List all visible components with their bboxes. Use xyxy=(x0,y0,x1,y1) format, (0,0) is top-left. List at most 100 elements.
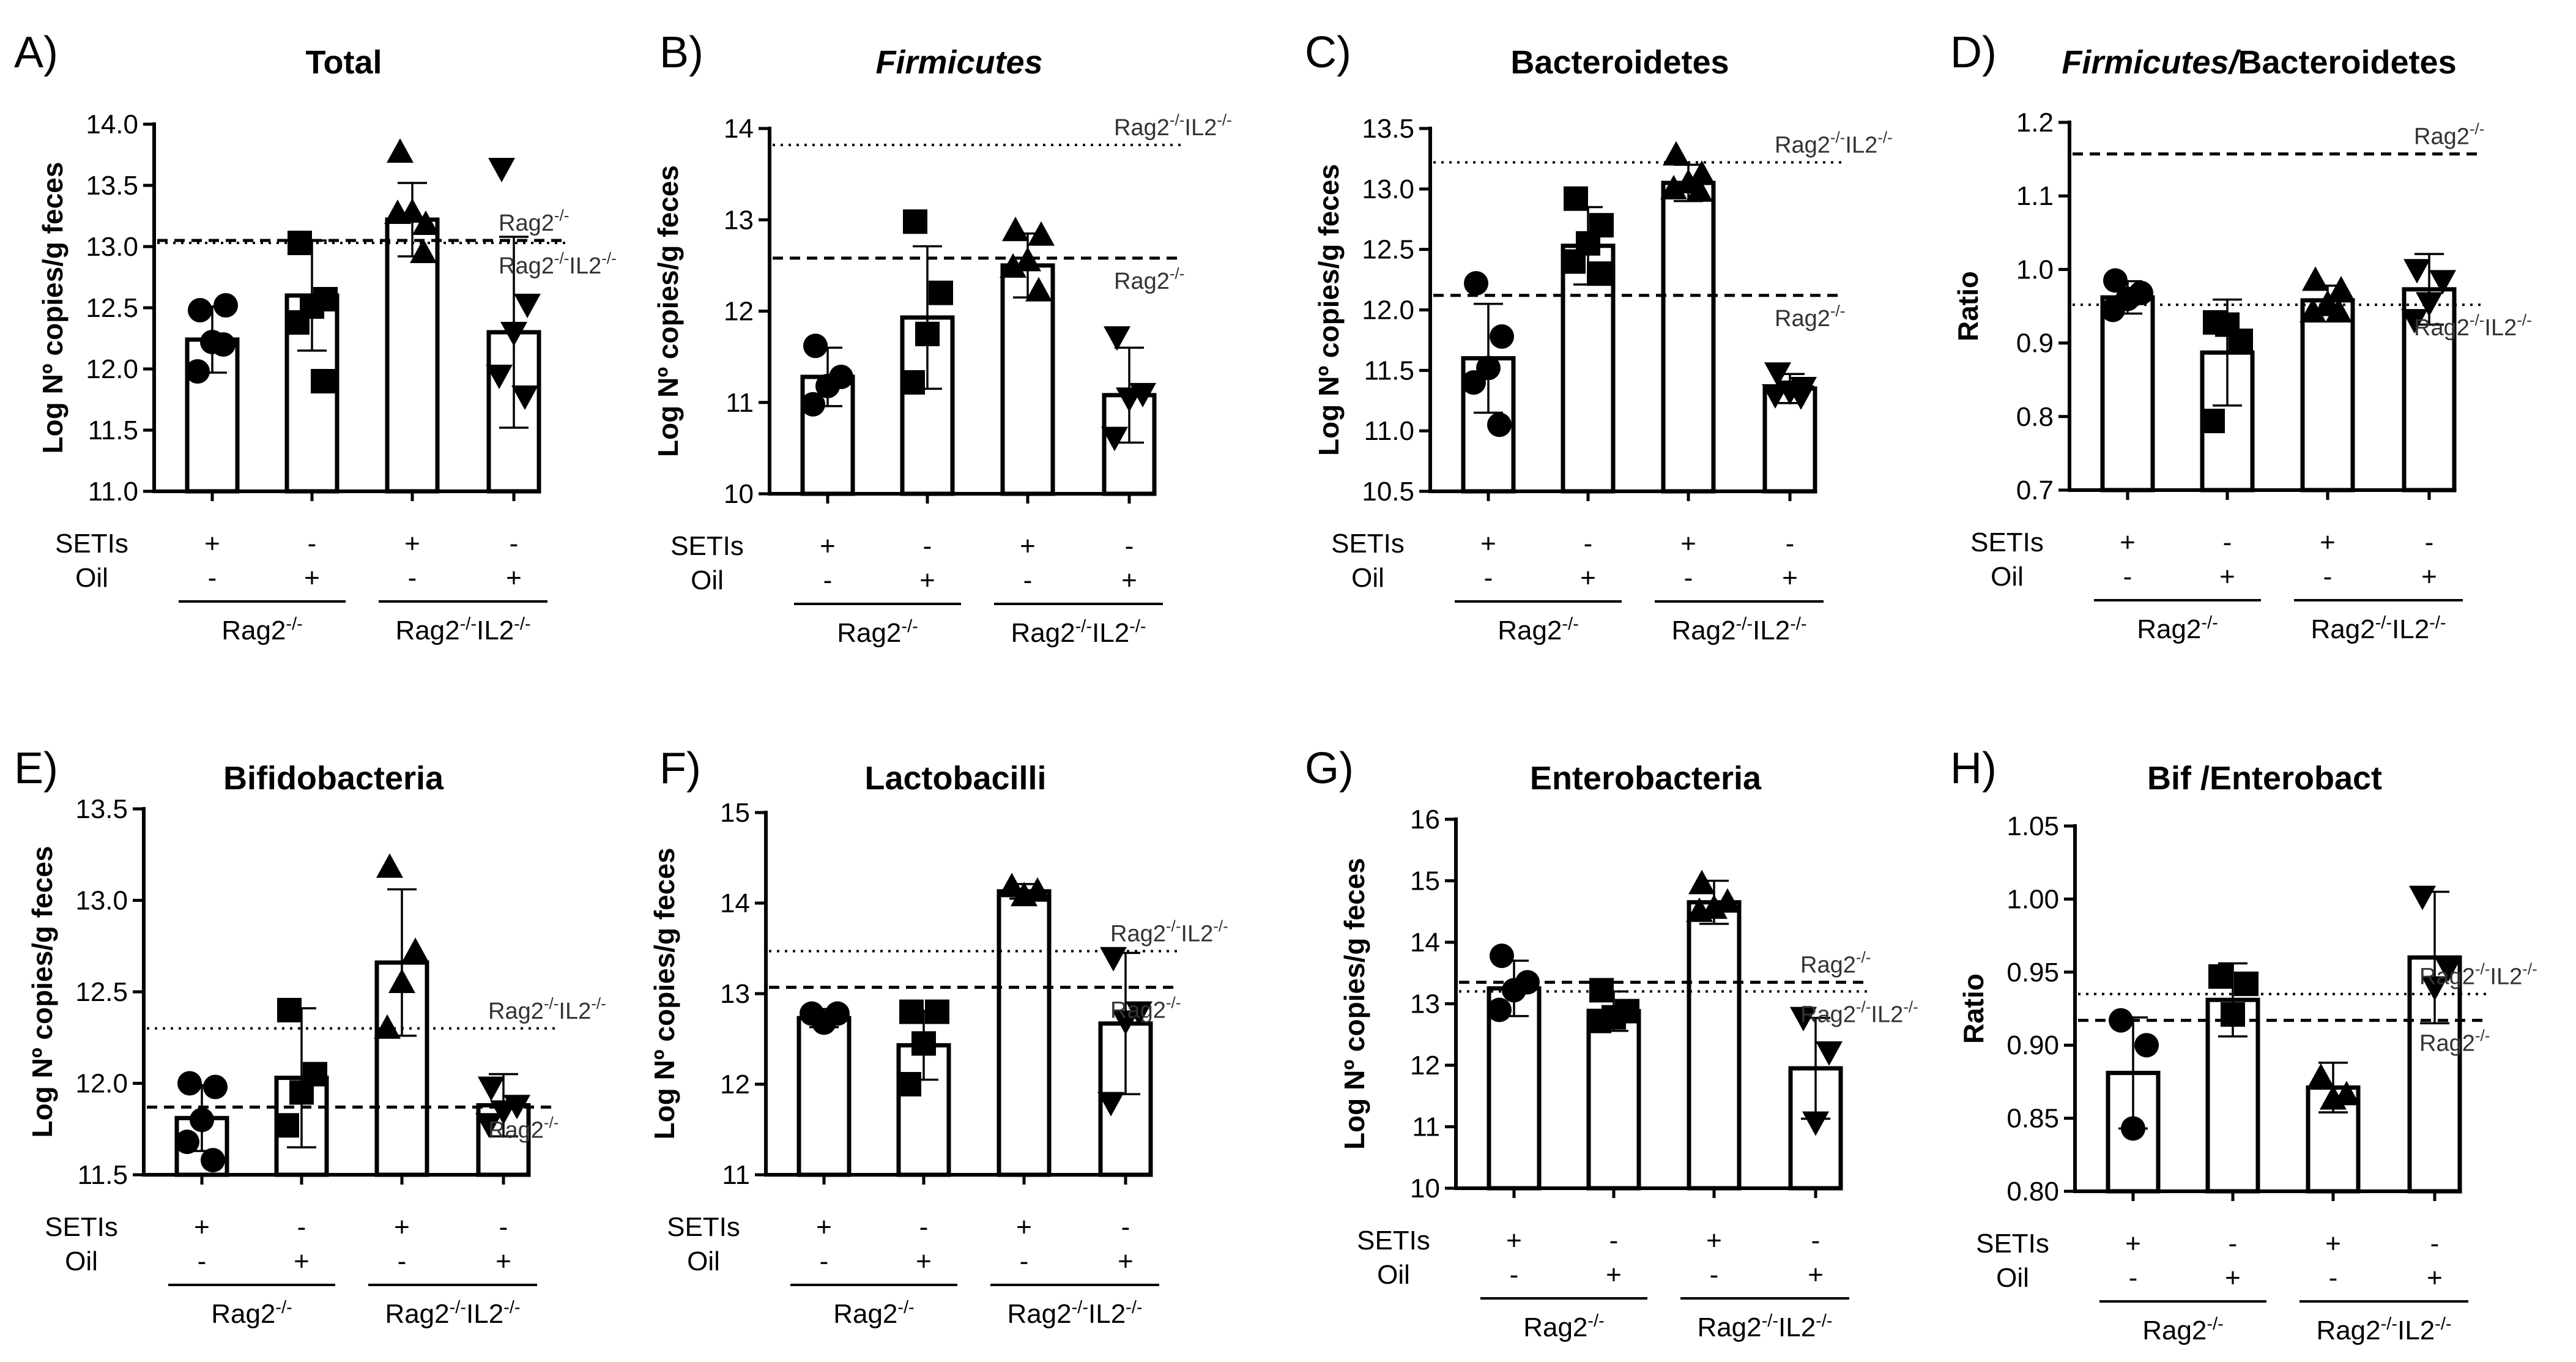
y-tick-label: 14 xyxy=(724,114,754,144)
y-tick-label: 14 xyxy=(720,888,750,918)
data-point xyxy=(201,1148,225,1173)
panel-letter: D) xyxy=(1950,28,1997,77)
condition-value: - xyxy=(2329,1263,2338,1293)
superscript: -/- xyxy=(901,617,918,636)
condition-value: + xyxy=(2421,562,2437,592)
data-point xyxy=(2409,885,2436,910)
label-part: Rag2 xyxy=(221,616,286,646)
data-point xyxy=(911,1031,936,1056)
panel-title: Bacteroidetes xyxy=(1510,44,1729,81)
y-tick-label: 12.5 xyxy=(1362,235,1414,265)
data-point xyxy=(2302,266,2329,291)
condition-label: SETIs xyxy=(670,531,744,561)
label-part: Rag2 xyxy=(211,1299,275,1329)
label-part: IL2 xyxy=(477,616,514,646)
y-axis-label: Log Nº copies/g feces xyxy=(648,848,680,1140)
condition-value: + xyxy=(916,1246,932,1276)
superscript: -/- xyxy=(1903,997,1918,1016)
y-tick-label: 11.5 xyxy=(88,415,138,445)
y-tick-label: 0.90 xyxy=(2006,1030,2059,1060)
condition-value: - xyxy=(2223,527,2232,557)
data-point xyxy=(1787,385,1814,410)
y-tick-label: 0.8 xyxy=(2016,402,2054,432)
y-tick-label: 12 xyxy=(720,1070,750,1100)
label-part: Rag2 xyxy=(2311,614,2375,644)
y-tick-label: 1.0 xyxy=(2016,255,2054,285)
superscript: -/- xyxy=(2201,613,2218,633)
data-point xyxy=(488,158,515,182)
condition-value: + xyxy=(2125,1229,2141,1259)
condition-value: - xyxy=(198,1246,207,1276)
superscript: -/- xyxy=(1129,617,1146,636)
data-point xyxy=(2429,270,2456,295)
panel-title: Total xyxy=(306,44,382,81)
reference-label: Rag2-/-IL2-/- xyxy=(1114,111,1232,141)
superscript: -/- xyxy=(503,1298,520,1317)
panel-letter: C) xyxy=(1305,28,1351,77)
condition-value: - xyxy=(2425,527,2434,557)
superscript: -/- xyxy=(1166,917,1181,935)
data-point xyxy=(2299,298,2326,323)
group-label: Rag2-/-IL2-/- xyxy=(1007,1298,1142,1329)
condition-value: + xyxy=(194,1212,210,1242)
condition-value: + xyxy=(2320,527,2336,557)
superscript: -/- xyxy=(286,614,302,634)
superscript: -/- xyxy=(2207,1314,2223,1334)
condition-value: - xyxy=(297,1212,306,1242)
data-point xyxy=(903,209,927,234)
data-point xyxy=(277,997,302,1022)
data-point xyxy=(475,1113,502,1138)
y-tick-label: 14.0 xyxy=(86,110,138,140)
group-label: Rag2-/- xyxy=(221,614,303,646)
label-part: Rag2 xyxy=(1114,115,1170,141)
condition-value: + xyxy=(394,1212,410,1242)
group-label: Rag2-/-IL2-/- xyxy=(1671,614,1806,646)
condition-value: - xyxy=(1811,1226,1821,1256)
data-point xyxy=(1025,277,1052,302)
y-tick-label: 0.85 xyxy=(2006,1104,2059,1134)
data-point xyxy=(1487,997,1512,1022)
label-part: IL2 xyxy=(1753,616,1790,646)
label-part: Rag2 xyxy=(1110,921,1166,947)
data-point xyxy=(1011,882,1037,907)
condition-value: + xyxy=(1680,529,1696,559)
group-label: Rag2-/- xyxy=(2137,613,2218,644)
condition-label: Oil xyxy=(75,563,108,593)
bar xyxy=(1561,244,1616,494)
y-tick-label: 13.0 xyxy=(86,232,138,262)
data-point xyxy=(812,1010,836,1035)
superscript: -/- xyxy=(897,1298,914,1317)
data-point xyxy=(2208,964,2233,989)
condition-value: + xyxy=(304,563,320,593)
data-point xyxy=(384,199,411,224)
superscript: -/- xyxy=(2522,960,2537,978)
bar xyxy=(1586,1009,1641,1191)
label-part: Rag2 xyxy=(2137,614,2201,644)
superscript: -/- xyxy=(1213,917,1228,935)
data-point xyxy=(190,1107,214,1133)
data-point xyxy=(2307,1063,2334,1088)
y-axis-label: Log Nº copies/g feces xyxy=(26,846,58,1138)
condition-value: - xyxy=(820,1246,829,1276)
label-part: Rag2 xyxy=(1775,306,1830,332)
condition-value: - xyxy=(823,565,833,595)
superscript: -/- xyxy=(1736,614,1753,634)
panel-letter: H) xyxy=(1950,744,1997,793)
panel-title: Firmicutes/Bacteroidetes xyxy=(2062,44,2456,81)
panel-letter: B) xyxy=(659,28,703,77)
superscript: -/- xyxy=(544,994,559,1013)
condition-value: - xyxy=(510,529,519,559)
y-tick-label: 13.0 xyxy=(75,886,128,916)
superscript: -/- xyxy=(2375,613,2392,633)
data-point xyxy=(897,1072,921,1096)
reference-label: Rag2-/-IL2-/- xyxy=(2419,960,2537,990)
data-point xyxy=(2103,268,2128,293)
data-point xyxy=(486,365,513,389)
data-point xyxy=(175,1129,199,1155)
data-point xyxy=(402,937,429,962)
condition-value: - xyxy=(1710,1260,1719,1290)
reference-label: Rag2-/-IL2-/- xyxy=(2414,311,2532,341)
data-point xyxy=(1097,1092,1124,1117)
condition-value: - xyxy=(1121,1212,1130,1242)
y-tick-label: 12 xyxy=(1410,1051,1440,1081)
